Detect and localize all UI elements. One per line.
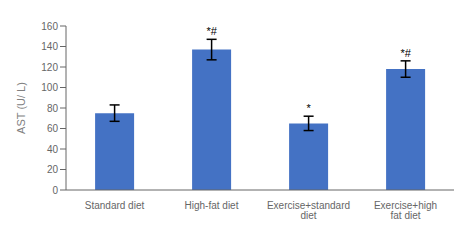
svg-text:40: 40	[47, 144, 59, 155]
svg-text:20: 20	[47, 164, 59, 175]
svg-text:Exercise+standarddiet: Exercise+standarddiet	[267, 200, 350, 221]
svg-text:60: 60	[47, 123, 59, 134]
svg-text:140: 140	[41, 41, 58, 52]
svg-text:120: 120	[41, 62, 58, 73]
svg-text:80: 80	[47, 103, 59, 114]
svg-text:100: 100	[41, 82, 58, 93]
svg-text:*#: *#	[400, 47, 411, 59]
svg-text:*: *	[306, 102, 311, 114]
svg-text:Exercise+highfat diet: Exercise+highfat diet	[374, 200, 437, 221]
svg-text:*#: *#	[206, 25, 217, 37]
svg-text:Standard diet: Standard diet	[85, 200, 145, 211]
svg-text:160: 160	[41, 21, 58, 32]
svg-text:0: 0	[52, 185, 58, 196]
svg-text:AST (U/ L): AST (U/ L)	[15, 82, 27, 134]
svg-text:High-fat diet: High-fat diet	[185, 200, 239, 211]
